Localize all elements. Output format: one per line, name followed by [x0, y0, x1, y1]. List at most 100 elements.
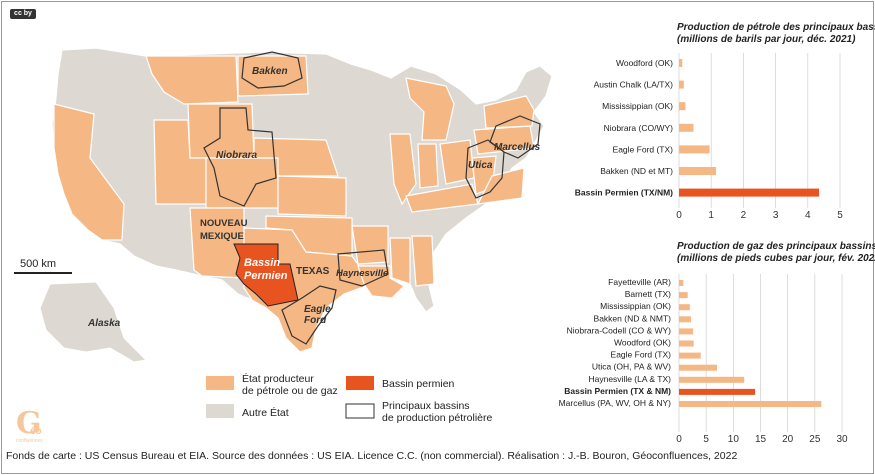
logo-letter-g: G — [16, 406, 42, 441]
category-label: Bakken (ND et MT) — [600, 166, 673, 176]
x-tick-label: 3 — [773, 210, 779, 221]
basin-utica-outline — [465, 139, 505, 199]
legend-swatch-producer — [206, 376, 234, 390]
x-tick-label: 1 — [708, 210, 714, 221]
category-label: Marcellus (PA, WV, OH & NY) — [559, 398, 672, 408]
state-new-mexico — [189, 207, 245, 279]
label-texas: TEXAS — [296, 266, 330, 277]
bar — [679, 102, 686, 111]
category-label: Mississippian (OK) — [600, 301, 671, 311]
source-credit: Fonds de carte : US Census Bureau et EIA… — [6, 450, 738, 462]
category-label: Bakken (ND & NMT) — [594, 313, 672, 323]
bar — [679, 401, 822, 407]
state-california — [53, 103, 125, 241]
category-label: Eagle Ford (TX) — [611, 350, 672, 360]
category-label: Niobrara-Codell (CO & WY) — [567, 325, 672, 335]
oil-chart-subtitle: (millions de barils par jour, déc. 2021) — [677, 34, 856, 45]
label-eagle-ford: Eagle Ford — [304, 304, 331, 326]
state-kansas — [277, 175, 347, 217]
scale-bar-label: 500 km — [20, 258, 56, 270]
bar — [679, 364, 718, 371]
state-alabama — [411, 235, 435, 287]
logo-letters-eo: éo — [30, 426, 42, 437]
state-mississippi — [389, 237, 411, 285]
bar — [679, 123, 694, 132]
x-tick-label: 4 — [805, 210, 811, 221]
bar — [679, 59, 683, 67]
category-label: Utica (OH, PA & WV) — [592, 362, 671, 372]
legend-swatch-permian — [346, 376, 374, 390]
x-tick-label: 0 — [676, 434, 682, 445]
label-nouveau-mexique: NOUVEAU MEXIQUE — [200, 218, 248, 242]
bar — [679, 188, 820, 197]
state-illinois — [389, 133, 417, 206]
x-tick-label: 20 — [782, 434, 794, 445]
bar — [679, 316, 691, 323]
bar — [679, 145, 710, 154]
state-arkansas — [351, 225, 389, 265]
gas-chart-subtitle: (millions de pieds cubes par jour, fév. … — [677, 253, 875, 264]
state-indiana — [417, 143, 439, 189]
label-haynesville: Haynesville — [336, 268, 389, 279]
bar — [679, 167, 717, 175]
label-niobrara: Niobrara — [216, 150, 258, 161]
basin-eagle-ford-outline — [281, 285, 337, 345]
category-label: Bassin Permien (TX & NM) — [564, 386, 671, 396]
oil-production-chart: Production de pétrole des principaux bas… — [575, 22, 875, 221]
oil-chart-title: Production de pétrole des principaux bas… — [677, 22, 875, 33]
state-montana — [145, 55, 239, 105]
bar — [679, 304, 690, 311]
category-label: Woodford (OK) — [614, 338, 671, 348]
x-tick-label: 30 — [836, 434, 848, 445]
x-tick-label: 2 — [741, 210, 747, 221]
bar — [679, 280, 684, 286]
x-tick-label: 5 — [703, 434, 709, 445]
basin-haynesville-outline — [337, 249, 389, 287]
bar — [679, 292, 688, 299]
label-alaska: Alaska — [87, 318, 121, 329]
logo-subtitle: confluences — [16, 438, 43, 444]
legend-label-other: Autre État — [242, 406, 289, 419]
permian-basin-area — [233, 243, 299, 307]
gas-production-chart: Production de gaz des principaux bassins… — [559, 241, 875, 445]
bar — [679, 388, 756, 395]
x-tick-label: 10 — [728, 434, 740, 445]
legend-label-producer: État producteur de pétrole ou de gaz — [242, 372, 338, 397]
label-utica: Utica — [468, 160, 493, 171]
basin-bakken-outline — [241, 51, 303, 89]
bar — [679, 340, 694, 347]
basin-outlines — [203, 51, 541, 345]
state-michigan — [405, 77, 455, 141]
label-marcellus: Marcellus — [494, 142, 541, 153]
bar — [679, 328, 694, 335]
category-label: Woodford (OK) — [616, 58, 673, 68]
x-tick-label: 5 — [837, 210, 843, 221]
legend-swatch-other — [206, 404, 234, 418]
legend-label-basins: Principaux bassins de production pétroliè… — [382, 400, 492, 424]
geoconfluences-logo: G éo confluences — [16, 406, 46, 445]
basin-niobrara-outline — [203, 107, 277, 207]
bar — [679, 376, 745, 383]
category-label: Austin Chalk (LA/TX) — [594, 80, 674, 90]
x-tick-label: 25 — [809, 434, 821, 445]
category-label: Mississippian (OK) — [602, 101, 673, 111]
state-louisiana — [357, 265, 405, 299]
label-bassin-permien: Bassin Permien — [244, 257, 288, 282]
gas-chart-title: Production de gaz des principaux bassins — [677, 241, 875, 252]
category-label: Niobrara (CO/WY) — [604, 123, 674, 133]
legend-label-permian: Bassin permien — [382, 378, 455, 390]
bar — [679, 352, 701, 359]
x-tick-label: 15 — [755, 434, 767, 445]
bar — [679, 80, 684, 89]
category-label: Fayetteville (AR) — [608, 277, 671, 287]
category-label: Haynesville (LA & TX) — [588, 374, 671, 384]
label-bakken: Bakken — [252, 66, 288, 77]
alaska-landmass — [39, 281, 148, 363]
category-label: Eagle Ford (TX) — [613, 144, 674, 154]
state-new-york — [483, 95, 535, 129]
legend-swatch-basins — [345, 403, 375, 419]
x-tick-label: 0 — [676, 210, 682, 221]
category-label: Barnett (TX) — [625, 289, 671, 299]
